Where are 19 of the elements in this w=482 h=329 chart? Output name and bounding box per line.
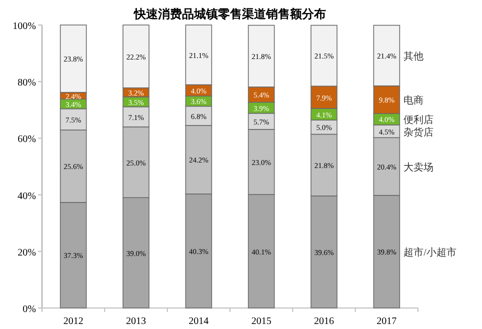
- y-tick-label: 60%: [18, 134, 36, 146]
- x-tick-label: 2017: [376, 316, 397, 327]
- x-tick-label: 2012: [63, 316, 84, 327]
- x-tick-label: 2013: [126, 316, 146, 327]
- series-label: 超市/小超市: [404, 248, 456, 259]
- y-tick-label: 80%: [18, 78, 36, 89]
- x-tick-label: 2014: [188, 316, 209, 327]
- x-tick-label: 2016: [314, 316, 334, 327]
- y-tick-label: 40%: [18, 190, 36, 202]
- y-tick-label: 20%: [18, 247, 36, 258]
- series-label: 其他: [404, 52, 424, 63]
- title: 快速消费品城镇零售渠道销售额分布: [134, 7, 326, 21]
- series-label: 杂货店: [404, 127, 434, 138]
- x-tick-label: 2015: [251, 316, 272, 327]
- y-tick-label: 100%: [12, 21, 36, 32]
- series-label: 大卖场: [404, 162, 434, 174]
- y-tick-label: 0%: [22, 304, 36, 315]
- series-label: 电商: [404, 96, 424, 107]
- series-label: 便利店: [404, 115, 434, 126]
